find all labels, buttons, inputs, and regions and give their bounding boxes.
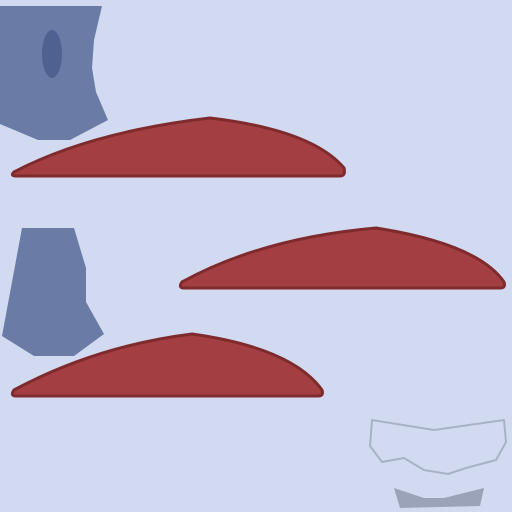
red-shape-bottom [10, 332, 324, 398]
red-shape-top [10, 116, 346, 178]
blue-panel-shape-2 [2, 228, 104, 356]
bottom-right-shapes [369, 419, 507, 508]
middle-left-panel [2, 228, 104, 356]
red-shapes-group [10, 116, 506, 398]
top-left-panel [0, 6, 108, 140]
outline-shape [369, 419, 507, 475]
gray-wedge-shape [394, 488, 484, 508]
red-shape-middle [178, 226, 506, 290]
panel-slot-icon [42, 30, 62, 78]
